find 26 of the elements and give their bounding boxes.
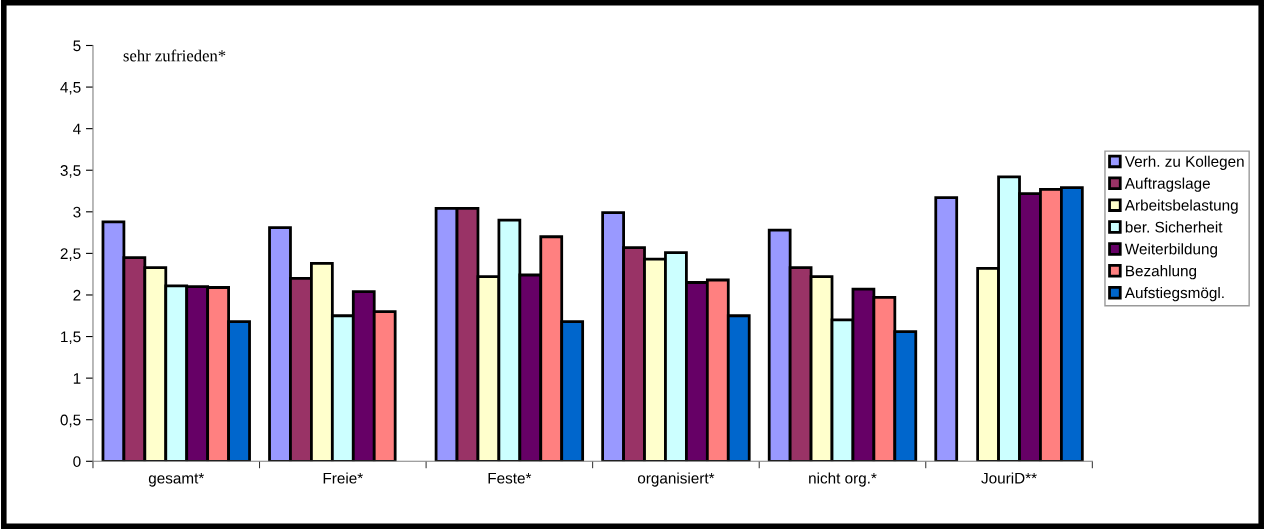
y-tick-label: 0: [73, 456, 81, 467]
legend-label: ber. Sicherheit: [1125, 221, 1223, 233]
legend-label: Auftragslage: [1124, 177, 1210, 192]
x-tick-label: organisiert*: [637, 472, 715, 487]
y-tick-label: 3,5: [60, 165, 81, 178]
legend-label: Arbeitsbelastung: [1124, 199, 1238, 214]
bar: [934, 196, 959, 462]
y-tick-label: 4: [73, 123, 81, 135]
y-tick-label: 2,5: [60, 248, 81, 261]
y-tick-label: 3: [73, 206, 81, 218]
y-tick-label: 5: [73, 40, 81, 52]
y-tick-label: 1,5: [61, 331, 81, 345]
y-tick-label: 0,5: [60, 414, 81, 428]
y-tick-label: 4,5: [60, 82, 81, 95]
legend-label: Bezahlung: [1126, 265, 1197, 280]
annotation: sehr zufrieden*: [123, 49, 226, 62]
legend-label: Verh. zu Kollegen: [1124, 155, 1244, 170]
y-tick-label: 2: [73, 289, 81, 301]
x-tick-label: gesamt*: [148, 472, 205, 487]
x-tick-label: Freie*: [323, 472, 363, 484]
x-tick-label: Feste*: [488, 472, 532, 484]
y-tick-label: 1: [73, 373, 81, 384]
legend-label: Weiterbildung: [1124, 243, 1217, 258]
legend-label: Aufstiegsmögl.: [1124, 286, 1224, 302]
x-tick-label: nicht org.*: [809, 472, 877, 487]
x-tick-label: JouriD**: [981, 472, 1037, 484]
